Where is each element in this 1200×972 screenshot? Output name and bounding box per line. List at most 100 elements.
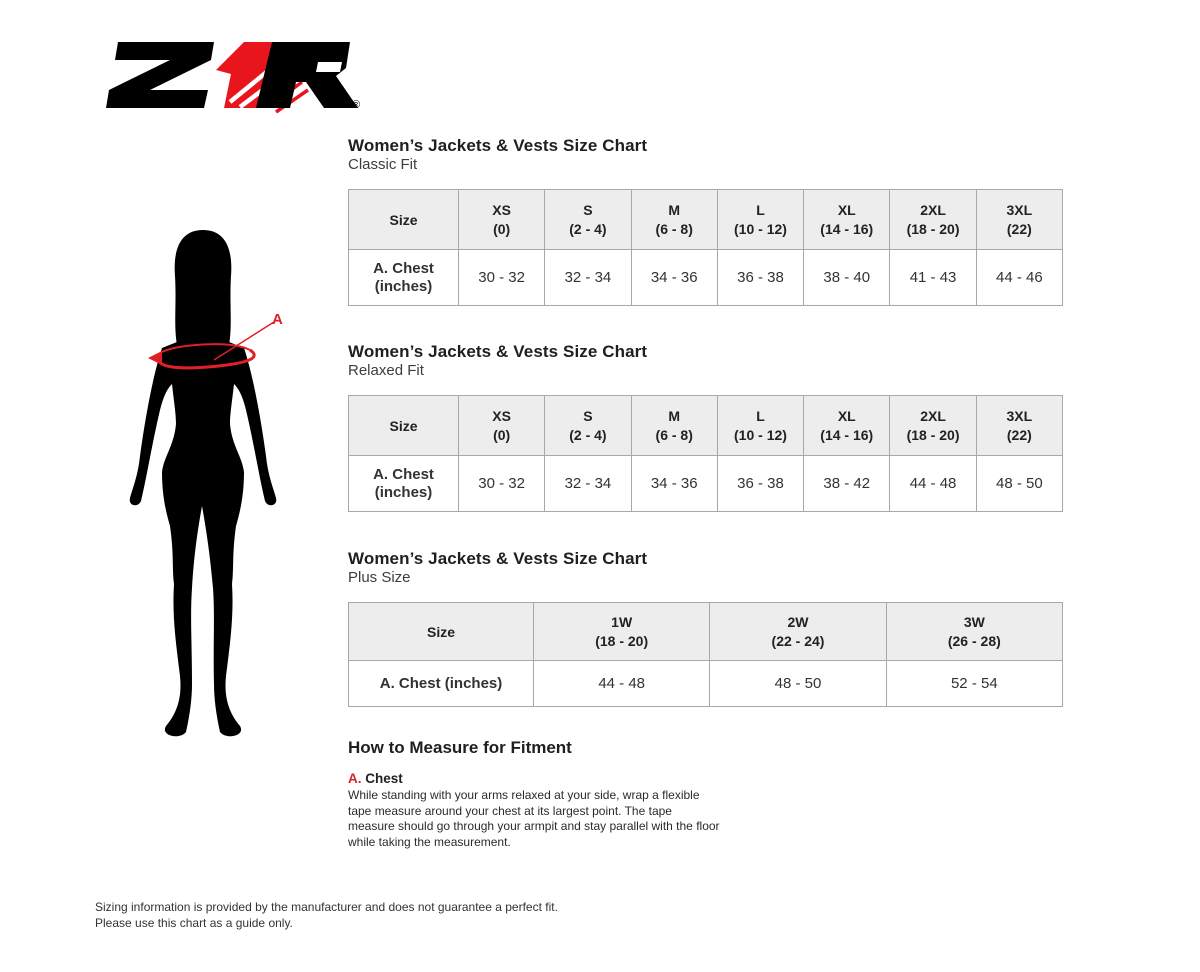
size-value-cell: 34 - 36 xyxy=(630,249,718,306)
size-label: XS xyxy=(492,201,511,218)
size-label: 2XL xyxy=(920,201,946,218)
section-title: Women’s Jackets & Vests Size Chart xyxy=(348,549,648,568)
size-label: XL xyxy=(837,201,856,218)
size-range: (10 - 12) xyxy=(734,220,787,237)
size-label: S xyxy=(583,201,593,218)
measure-item-letter: A. xyxy=(348,771,362,786)
size-label: XS xyxy=(492,407,511,424)
section-title: Women’s Jackets & Vests Size Chart xyxy=(348,136,648,155)
measure-item-text: While standing with your arms relaxed at… xyxy=(348,788,720,849)
size-value-cell: 48 - 50 xyxy=(975,455,1064,512)
relaxed-fit-table: Size XS (0) S (2 - 4) M (6 - 8) L (10 - 12) … xyxy=(348,395,1064,512)
size-range: (10 - 12) xyxy=(734,426,787,443)
size-header-cell: 2W (22 - 24) xyxy=(709,602,887,661)
size-value-cell: 32 - 34 xyxy=(544,249,632,306)
disclaimer: Sizing information is provided by the ma… xyxy=(95,899,558,931)
size-label: XL xyxy=(837,407,856,424)
size-value-cell: 44 - 46 xyxy=(975,249,1064,306)
plus-size-section: Women’s Jackets & Vests Size Chart Plus … xyxy=(348,549,1064,707)
size-range: (0) xyxy=(493,220,511,237)
size-header-cell: 3XL (22) xyxy=(975,395,1064,456)
section-subtitle: Plus Size xyxy=(348,569,411,586)
size-label: L xyxy=(756,407,765,424)
size-range: (26 - 28) xyxy=(947,632,1001,649)
measure-item-name: Chest xyxy=(365,771,403,786)
size-header-cell: 3XL (22) xyxy=(975,189,1064,250)
size-header-cell: 2XL (18 - 20) xyxy=(889,395,977,456)
size-label: M xyxy=(668,201,681,218)
size-value-cell: 30 - 32 xyxy=(457,249,546,306)
size-range: (22) xyxy=(1006,426,1032,443)
size-label: 2XL xyxy=(920,407,946,424)
size-range: (22) xyxy=(1006,220,1032,237)
size-header-cell: L (10 - 12) xyxy=(716,189,805,250)
size-header-cell: 1W (18 - 20) xyxy=(532,602,711,661)
size-value-cell: 44 - 48 xyxy=(532,660,711,707)
size-range: (18 - 20) xyxy=(906,426,960,443)
size-value-cell: 30 - 32 xyxy=(457,455,546,512)
size-header-cell: S (2 - 4) xyxy=(544,189,632,250)
measure-item-title: A. Chest xyxy=(348,770,720,787)
size-label: 3XL xyxy=(1006,201,1033,218)
size-value-cell: 52 - 54 xyxy=(885,660,1064,707)
size-range: (22 - 24) xyxy=(771,632,825,649)
size-range: (2 - 4) xyxy=(569,426,607,443)
size-label: L xyxy=(756,201,765,218)
size-label: 1W xyxy=(611,613,633,630)
size-header-cell: XS (0) xyxy=(457,189,546,250)
corner-cell: Size xyxy=(348,395,459,456)
size-label: 2W xyxy=(787,613,809,630)
size-label: 3XL xyxy=(1006,407,1033,424)
registered-mark-icon: ® xyxy=(352,99,360,111)
chest-measurement-arrow xyxy=(156,321,275,370)
size-range: (6 - 8) xyxy=(655,220,693,237)
row-label-cell: A. Chest (inches) xyxy=(348,455,459,512)
size-label: M xyxy=(668,407,681,424)
size-value-cell: 41 - 43 xyxy=(889,249,977,306)
disclaimer-line-2: Please use this chart as a guide only. xyxy=(95,916,293,930)
size-range: (0) xyxy=(493,426,511,443)
corner-cell: Size xyxy=(348,189,459,250)
size-header-cell: XS (0) xyxy=(457,395,546,456)
classic-fit-section: Women’s Jackets & Vests Size Chart Class… xyxy=(348,136,1064,306)
size-range: (14 - 16) xyxy=(820,426,874,443)
woman-silhouette-graphic: A xyxy=(129,230,283,737)
size-label: 3W xyxy=(963,613,985,630)
size-header-cell: M (6 - 8) xyxy=(630,189,718,250)
z1r-logo: ® xyxy=(104,36,364,114)
classic-fit-table: Size XS (0) S (2 - 4) M (6 - 8) L (10 - 12) … xyxy=(348,189,1064,306)
size-value-cell: 34 - 36 xyxy=(630,455,718,512)
size-range: (18 - 20) xyxy=(906,220,960,237)
section-subtitle: Relaxed Fit xyxy=(348,362,424,379)
plus-size-table: Size 1W (18 - 20) 2W (22 - 24) 3W (26 - 28)… xyxy=(348,602,1064,707)
size-header-cell: 3W (26 - 28) xyxy=(885,602,1064,661)
section-subtitle: Classic Fit xyxy=(348,156,418,173)
size-value-cell: 38 - 40 xyxy=(803,249,891,306)
row-label-cell: A. Chest (inches) xyxy=(348,660,534,707)
chest-label-a: A xyxy=(272,311,283,328)
size-value-cell: 44 - 48 xyxy=(889,455,977,512)
row-label-cell: A. Chest (inches) xyxy=(348,249,459,306)
size-header-cell: L (10 - 12) xyxy=(716,395,805,456)
size-value-cell: 32 - 34 xyxy=(544,455,632,512)
size-range: (6 - 8) xyxy=(655,426,693,443)
size-range: (18 - 20) xyxy=(595,632,649,649)
section-title: Women’s Jackets & Vests Size Chart xyxy=(348,342,648,361)
how-to-measure-section: How to Measure for Fitment A. Chest Whil… xyxy=(348,737,720,850)
measure-heading: How to Measure for Fitment xyxy=(348,738,572,757)
corner-cell: Size xyxy=(348,602,534,661)
size-range: (14 - 16) xyxy=(820,220,874,237)
disclaimer-line-1: Sizing information is provided by the ma… xyxy=(95,900,558,914)
size-value-cell: 36 - 38 xyxy=(716,455,805,512)
size-header-cell: XL (14 - 16) xyxy=(803,189,891,250)
size-value-cell: 36 - 38 xyxy=(716,249,805,306)
size-label: S xyxy=(583,407,593,424)
z1r-logo-graphic: ® xyxy=(106,42,360,114)
size-value-cell: 48 - 50 xyxy=(709,660,887,707)
size-header-cell: XL (14 - 16) xyxy=(803,395,891,456)
relaxed-fit-section: Women’s Jackets & Vests Size Chart Relax… xyxy=(348,342,1064,512)
size-header-cell: M (6 - 8) xyxy=(630,395,718,456)
size-range: (2 - 4) xyxy=(569,220,607,237)
size-header-cell: S (2 - 4) xyxy=(544,395,632,456)
